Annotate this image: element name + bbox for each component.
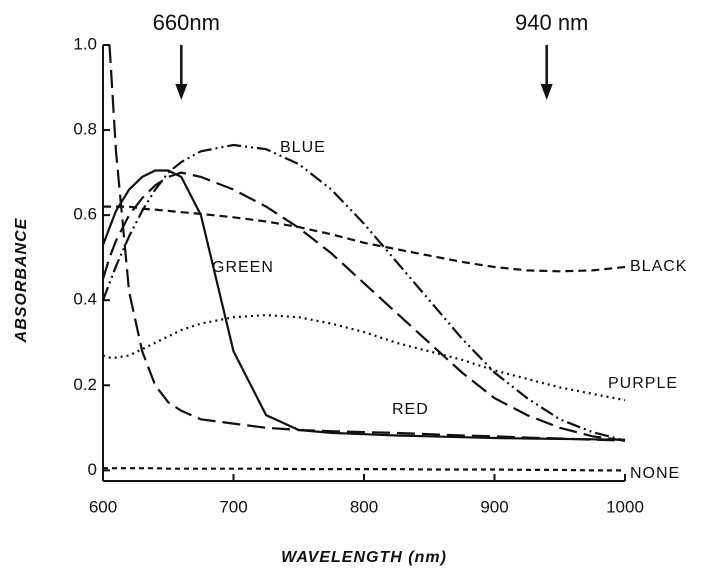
series-line <box>103 145 625 441</box>
series-label: PURPLE <box>608 375 678 392</box>
x-axis-label: WAVELENGTH (nm) <box>281 549 447 566</box>
x-tick-label: 700 <box>219 497 247 516</box>
series-label: RED <box>392 401 429 418</box>
x-tick-label: 800 <box>350 497 378 516</box>
series-label: NONE <box>630 465 680 482</box>
y-tick-label: 1.0 <box>73 34 97 53</box>
y-tick-label: 0.8 <box>73 120 97 139</box>
y-axis-label: ABSORBANCE <box>13 217 30 343</box>
x-tick-label: 900 <box>480 497 508 516</box>
annotation: 940 nm <box>515 10 588 35</box>
series-label: BLUE <box>280 139 326 156</box>
y-tick-label: 0.6 <box>73 205 97 224</box>
chart: WAVELENGTH (nm) ABSORBANCE 0 0.2 0.4 0.6 0.8… <box>0 0 701 580</box>
x-tick-label: 600 <box>89 497 117 516</box>
series-label: GREEN <box>212 259 274 276</box>
y-tick-label: 0.2 <box>73 375 97 394</box>
series-line <box>103 468 625 470</box>
x-tick-label: 1000 <box>606 497 644 516</box>
series-line <box>103 207 625 272</box>
series-line <box>103 315 625 400</box>
annotation: 660nm <box>153 10 220 35</box>
series-line <box>103 171 625 440</box>
arrow-head <box>541 84 553 100</box>
arrow-head <box>175 84 187 100</box>
series-label: BLACK <box>630 258 687 275</box>
y-tick-label: 0.4 <box>73 290 97 309</box>
y-tick-label: 0 <box>88 460 97 479</box>
